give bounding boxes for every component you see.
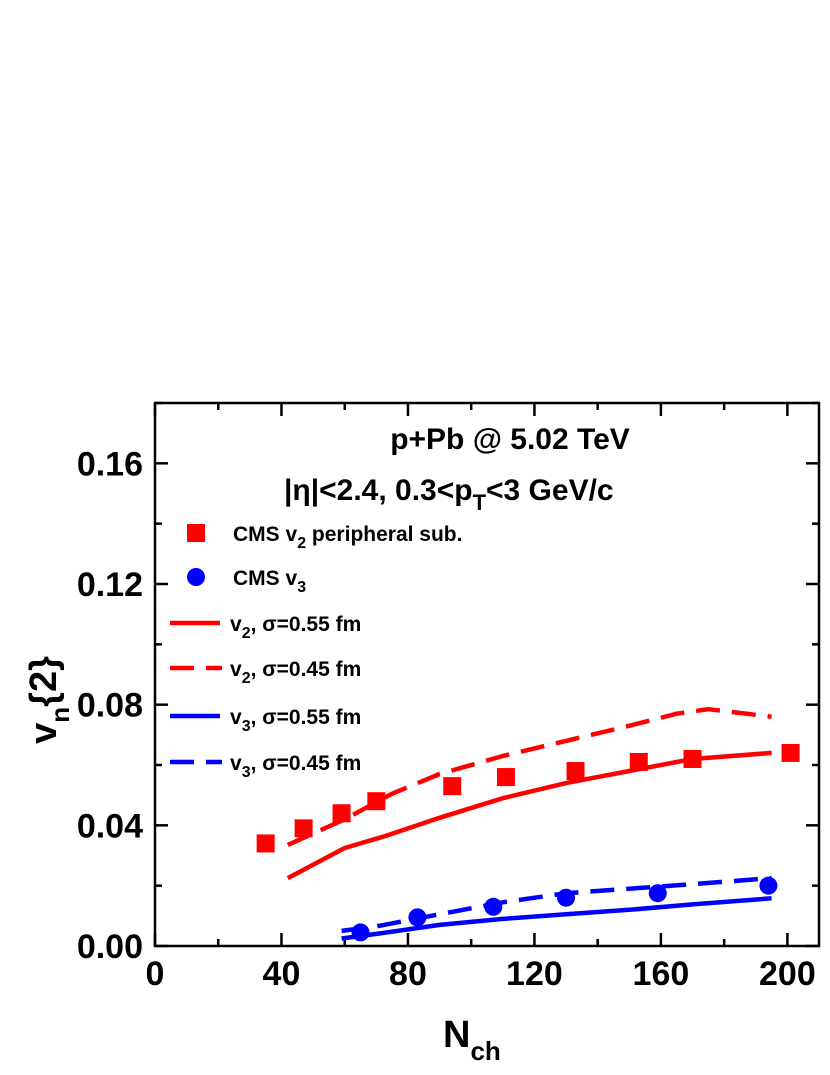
y-axis-title-main: v: [23, 723, 65, 744]
x-tick-label: 0: [146, 955, 165, 993]
legend-label-tail: , σ=0.45 fm: [251, 752, 362, 775]
x-tick-label: 160: [633, 955, 690, 993]
legend-label-sub: 3: [297, 579, 306, 596]
annotation-system: p+Pb @ 5.02 TeV: [390, 423, 630, 456]
data-point-circle: [759, 876, 778, 895]
x-axis-title: Nch: [443, 1014, 501, 1066]
legend-label-sub: 3: [242, 718, 251, 735]
legend-label-sub: 2: [242, 625, 251, 642]
legend-label-sub: 3: [242, 764, 251, 781]
legend-label-main: v: [230, 706, 242, 729]
legend-label-main: CMS v: [233, 567, 298, 590]
data-point-square: [781, 743, 800, 762]
legend-label-sub: 2: [242, 670, 251, 687]
legend-label-tail: , σ=0.45 fm: [251, 658, 362, 681]
data-point-square: [294, 819, 313, 838]
legend-label-tail: , σ=0.55 fm: [251, 613, 362, 636]
axis-ticks: [153, 401, 819, 948]
data-point-square: [566, 762, 585, 781]
x-axis-title-sub: ch: [470, 1036, 500, 1066]
legend-label-sub: 2: [297, 535, 306, 552]
annotation-cuts-sub: T: [473, 490, 487, 515]
series-line-4: [341, 896, 772, 941]
legend-label-tail: , σ=0.55 fm: [251, 706, 362, 729]
legend-label: v2, σ=0.45 fm: [230, 658, 361, 687]
legend-label: CMS v2 peripheral sub.: [233, 523, 462, 552]
data-point-square: [332, 804, 351, 823]
y-tick-label: 0.12: [77, 566, 143, 604]
legend-marker-circle: [187, 568, 205, 586]
legend-label: v3, σ=0.45 fm: [230, 752, 361, 781]
annotation-cuts-tail: <3 GeV/c: [486, 474, 614, 507]
x-tick-label: 120: [506, 955, 563, 993]
data-point-square: [443, 777, 462, 796]
series-group: [256, 706, 800, 942]
data-point-square: [496, 768, 515, 787]
legend-label-main: v: [230, 658, 242, 681]
annotation-cuts-main: |η|<2.4, 0.3<p: [284, 474, 473, 507]
legend-label: v3, σ=0.55 fm: [230, 706, 361, 735]
legend-label-tail: peripheral sub.: [306, 523, 462, 546]
y-tick-label: 0.00: [77, 928, 143, 966]
legend-marker-square: [187, 524, 205, 542]
y-axis-title: vn{2}: [23, 656, 75, 744]
y-tick-label: 0.04: [77, 807, 143, 845]
legend-label: CMS v3: [233, 567, 306, 596]
series-line-3: [286, 706, 772, 847]
legend-label: v2, σ=0.55 fm: [230, 613, 361, 642]
series-line-2: [286, 750, 772, 881]
x-tick-label: 80: [389, 955, 427, 993]
x-tick-label: 40: [263, 955, 301, 993]
y-axis-title-suffix: {2}: [23, 656, 65, 707]
legend-label-main: CMS v: [233, 523, 298, 546]
axis-tick-labels: 0 40 80 120 160 200 0.00 0.04 0.08 0.12 0.16: [77, 445, 816, 993]
x-axis-title-main: N: [443, 1014, 470, 1056]
legend-label-main: v: [230, 613, 242, 636]
y-tick-label: 0.16: [77, 445, 143, 483]
x-tick-label: 200: [759, 955, 816, 993]
data-point-circle: [648, 884, 667, 903]
data-point-square: [256, 834, 275, 853]
series-line-5: [341, 875, 772, 934]
legend-label-main: v: [230, 752, 242, 775]
annotation-cuts: |η|<2.4, 0.3<pT<3 GeV/c: [284, 474, 614, 515]
y-tick-label: 0.08: [77, 687, 143, 725]
y-axis-title-sub: n: [45, 707, 75, 723]
plot-frame: [153, 401, 821, 948]
